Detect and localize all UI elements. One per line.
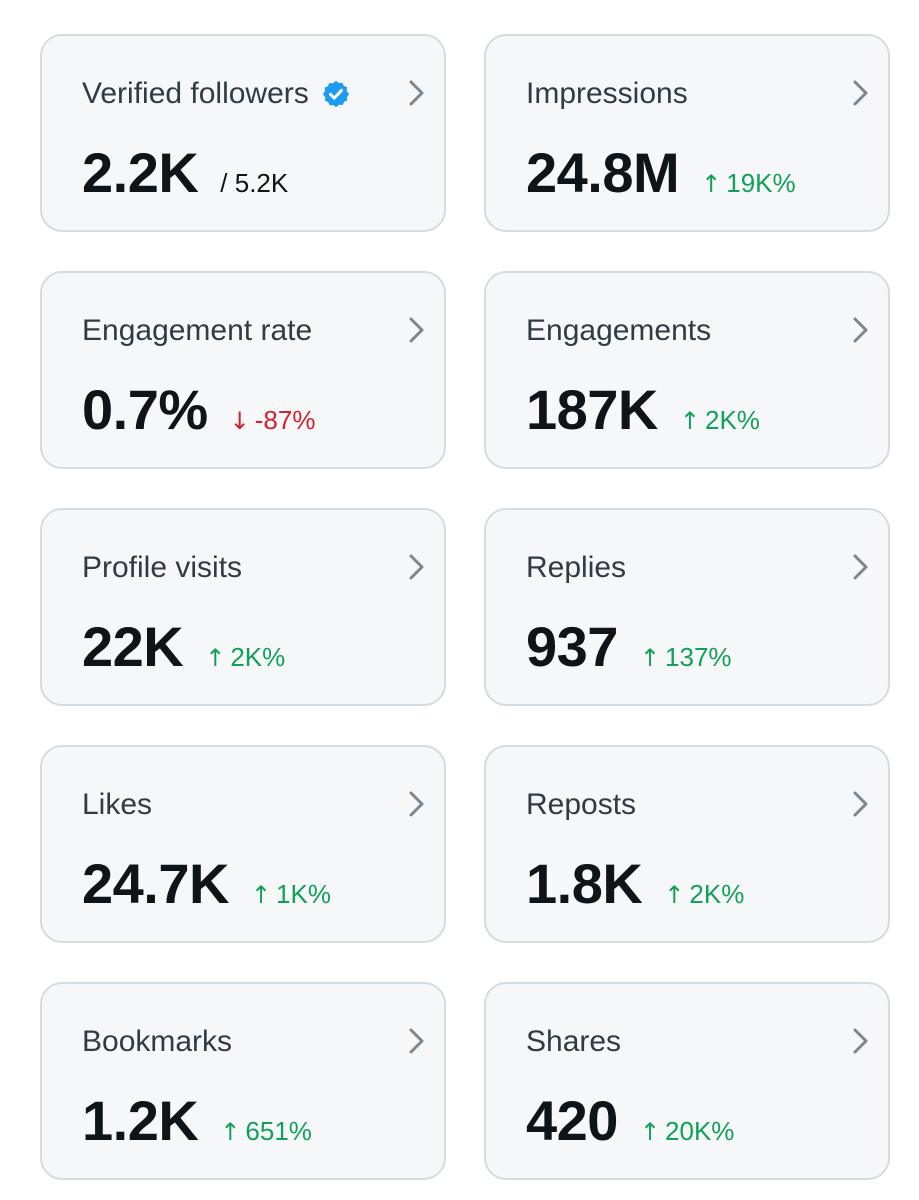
arrow-up-icon: ↑ [679, 407, 700, 435]
arrow-down-icon: ↓ [229, 407, 250, 435]
metric-value: 1.2K [82, 1089, 199, 1152]
metric-delta-text: 19K% [726, 168, 796, 198]
arrow-up-icon: ↑ [639, 1118, 661, 1146]
arrow-up-icon: ↑ [220, 1118, 241, 1146]
verified-badge-icon [322, 80, 349, 108]
metric-delta-text: 20K% [665, 1116, 735, 1146]
metric-value-row: 0.7% ↓ -87% [82, 377, 315, 443]
metric-delta: ↑ 651% [220, 1116, 312, 1147]
metric-title-row: Bookmarks [82, 1022, 232, 1062]
arrow-up-icon: ↑ [701, 170, 722, 198]
metric-delta-text: 2K% [689, 879, 745, 909]
metric-title: Replies [526, 551, 627, 584]
metric-delta: ↑ 2K% [664, 879, 744, 910]
metric-value: 24.7K [82, 852, 229, 915]
metric-title-row: Likes [82, 785, 152, 825]
metric-value: 420 [526, 1089, 618, 1152]
metric-delta-text: 137% [665, 642, 732, 672]
metric-card-impressions[interactable]: Impressions 24.8M ↑ 19K% [484, 34, 890, 232]
arrow-up-icon: ↑ [205, 644, 226, 672]
metric-delta-text: 651% [245, 1116, 312, 1146]
arrow-up-icon: ↑ [639, 644, 661, 672]
metric-title-row: Reposts [526, 785, 636, 825]
metric-total: / 5.2K [220, 168, 289, 198]
metric-title: Profile visits [82, 551, 243, 584]
metrics-grid: Verified followers 2.2K / 5.2K Impressio… [40, 34, 890, 1180]
metric-title: Impressions [526, 77, 688, 110]
metric-card-profile-visits[interactable]: Profile visits 22K ↑ 2K% [40, 508, 446, 706]
metric-title-row: Impressions [526, 74, 688, 114]
metric-title: Engagements [526, 314, 712, 347]
metric-card-engagements[interactable]: Engagements 187K ↑ 2K% [484, 271, 890, 469]
metric-title: Shares [526, 1025, 622, 1058]
metric-delta-text: -87% [254, 405, 316, 435]
metric-value: 2.2K [82, 141, 199, 204]
metric-value: 24.8M [526, 141, 680, 204]
metric-delta: ↑ 137% [640, 642, 732, 673]
metric-value-row: 1.8K ↑ 2K% [526, 851, 744, 917]
chevron-right-icon [853, 317, 868, 343]
metric-card-reposts[interactable]: Reposts 1.8K ↑ 2K% [484, 745, 890, 943]
metric-card-shares[interactable]: Shares 420 ↑ 20K% [484, 982, 890, 1180]
metric-card-likes[interactable]: Likes 24.7K ↑ 1K% [40, 745, 446, 943]
chevron-right-icon [853, 791, 868, 817]
metric-title-row: Replies [526, 548, 626, 588]
arrow-up-icon: ↑ [664, 881, 685, 909]
metric-value-row: 420 ↑ 20K% [526, 1088, 734, 1154]
metric-title: Engagement rate [82, 314, 313, 347]
metric-title-row: Profile visits [82, 548, 242, 588]
metric-value-row: 937 ↑ 137% [526, 614, 732, 680]
metric-value-row: 24.7K ↑ 1K% [82, 851, 331, 917]
metric-delta: ↑ 20K% [640, 1116, 735, 1147]
metric-title-row: Shares [526, 1022, 621, 1062]
chevron-right-icon [409, 554, 424, 580]
metric-delta: ↑ 1K% [251, 879, 331, 910]
metric-value: 22K [82, 615, 184, 678]
chevron-right-icon [409, 317, 424, 343]
chevron-right-icon [853, 1028, 868, 1054]
metric-value-row: 1.2K ↑ 651% [82, 1088, 312, 1154]
chevron-right-icon [409, 80, 424, 106]
chevron-right-icon [853, 554, 868, 580]
metric-value-row: 187K ↑ 2K% [526, 377, 760, 443]
metric-card-verified-followers[interactable]: Verified followers 2.2K / 5.2K [40, 34, 446, 232]
metric-card-engagement-rate[interactable]: Engagement rate 0.7% ↓ -87% [40, 271, 446, 469]
metric-title: Likes [82, 788, 153, 821]
metric-title-row: Engagements [526, 311, 711, 351]
chevron-right-icon [853, 80, 868, 106]
chevron-right-icon [409, 1028, 424, 1054]
metric-card-replies[interactable]: Replies 937 ↑ 137% [484, 508, 890, 706]
metric-delta-text: 2K% [704, 405, 760, 435]
metric-delta: ↑ 2K% [680, 405, 760, 436]
metric-title-row: Verified followers [82, 74, 351, 114]
metric-delta: ↑ 2K% [205, 642, 285, 673]
metric-delta: ↓ -87% [230, 405, 316, 436]
metric-title: Reposts [526, 788, 637, 821]
metric-value: 187K [526, 378, 658, 441]
metric-delta-text: 1K% [276, 879, 331, 909]
metric-value-row: 2.2K / 5.2K [82, 140, 288, 206]
metric-value: 0.7% [82, 378, 208, 441]
metric-value: 1.8K [526, 852, 643, 915]
chevron-right-icon [409, 791, 424, 817]
metric-title: Verified followers [82, 77, 309, 110]
metric-delta: ↑ 19K% [701, 168, 796, 199]
metric-value-row: 22K ↑ 2K% [82, 614, 285, 680]
metric-value-row: 24.8M ↑ 19K% [526, 140, 796, 206]
metric-title: Bookmarks [82, 1025, 233, 1058]
metric-title-row: Engagement rate [82, 311, 312, 351]
arrow-up-icon: ↑ [250, 881, 272, 909]
metric-delta-text: 2K% [230, 642, 286, 672]
metric-card-bookmarks[interactable]: Bookmarks 1.2K ↑ 651% [40, 982, 446, 1180]
metric-value: 937 [526, 615, 618, 678]
